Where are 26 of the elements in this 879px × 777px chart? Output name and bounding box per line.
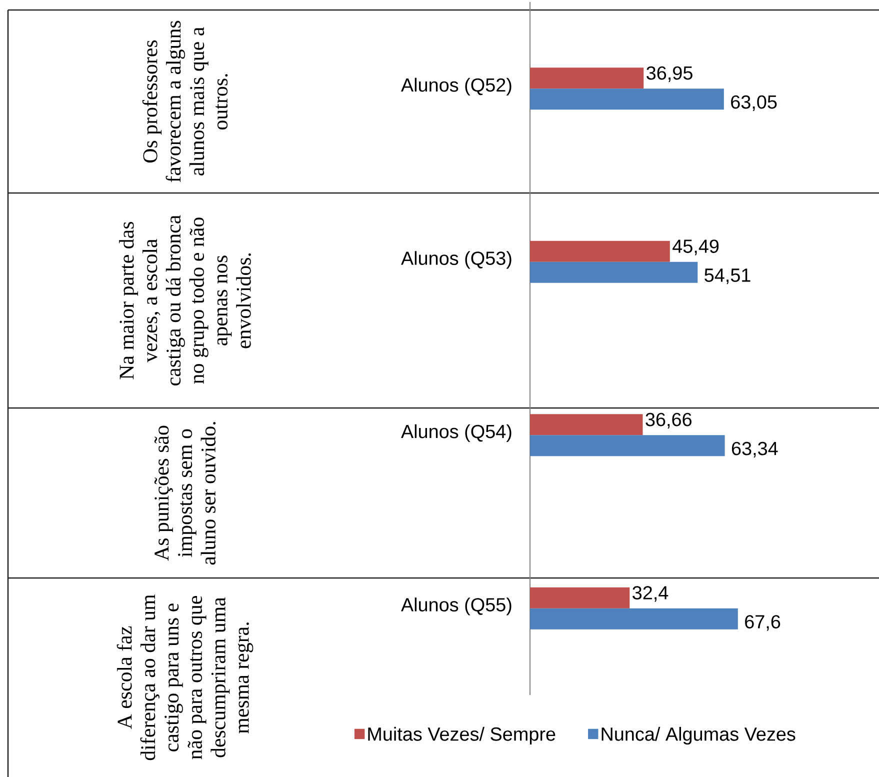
data-label: 36,66 — [646, 412, 692, 428]
legend-label: Nunca/ Algumas Vezes — [602, 726, 796, 745]
text: Os professores favorecem a alguns alunos mais que a outros. — [142, 20, 228, 182]
bar — [530, 68, 644, 89]
data-label: 54,51 — [704, 268, 750, 284]
data-label: 45,49 — [672, 240, 719, 256]
bar — [530, 587, 630, 608]
y-tick-label: Alunos (Q53) — [400, 251, 512, 269]
y-tick-label: Alunos (Q54) — [400, 424, 512, 442]
data-label: 63,05 — [731, 95, 777, 111]
legend-label: Muitas Vezes/ Sempre — [368, 726, 556, 745]
y-tick-label: Alunos (Q55) — [400, 598, 512, 616]
text: Na maior parte das vezes, a escola castiga ou dá bronca no grupo todo e não apenas nos envolvidos. — [119, 215, 251, 386]
text: As punições são impostas sem o aluno ser ouvido. — [154, 422, 216, 565]
data-label: 63,34 — [732, 442, 778, 458]
bar — [530, 88, 724, 110]
bar — [530, 414, 643, 436]
data-label: 67,6 — [745, 615, 780, 631]
bar — [530, 240, 670, 262]
bar — [530, 262, 698, 283]
data-label: 36,95 — [646, 66, 692, 82]
bar — [530, 435, 725, 456]
bar — [530, 608, 738, 630]
data-label: 32,4 — [632, 586, 668, 602]
text: A escola faz diferença ao dar um castigo para uns e não para outros que descumpriram uma mesma regra. — [116, 594, 254, 760]
y-tick-label: Alunos (Q52) — [400, 78, 512, 96]
